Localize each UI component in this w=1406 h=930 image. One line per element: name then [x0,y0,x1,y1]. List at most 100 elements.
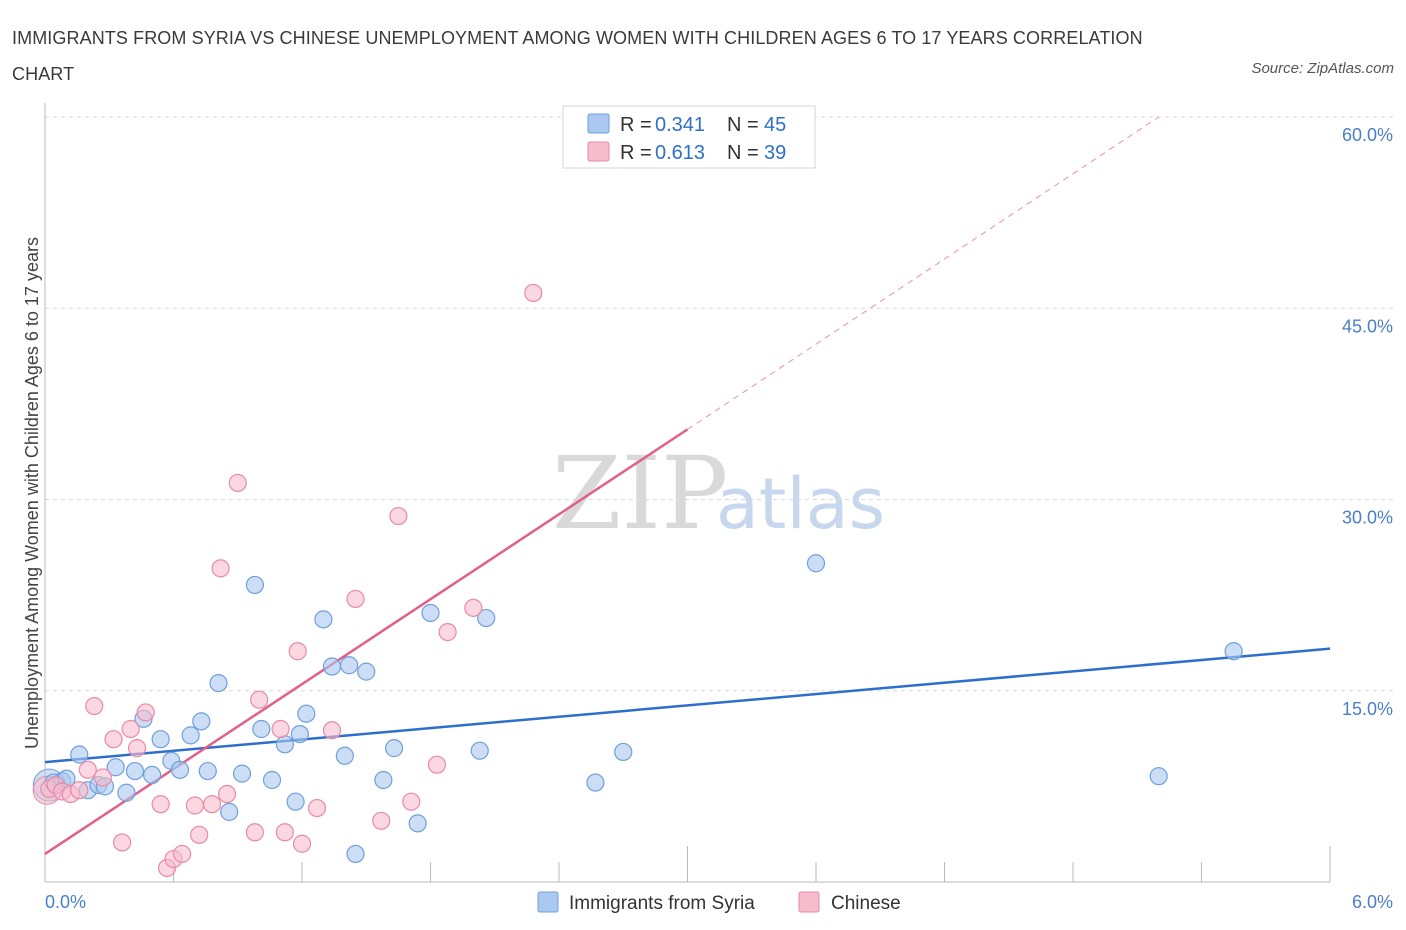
chinese-point [389,506,408,526]
stats-legend: R = 0.341 N = 45 R = 0.613 N = 39 [562,105,816,169]
chinese-point [464,598,483,617]
chinese-point [322,721,342,740]
chinese-r-value: 0.613 [655,142,705,164]
chinese-point [127,739,147,758]
chinese-point [228,473,247,493]
syria-point [384,739,404,758]
chinese-point [136,703,155,722]
syria-point [340,656,359,675]
syria-point [275,735,294,754]
chinese-point [78,760,97,779]
syria-n-value: 45 [764,114,786,136]
chinese-point [172,844,192,864]
chinese-point [307,798,327,818]
chinese-point [288,642,307,661]
chinese-n-label: N = [727,142,759,164]
syria-point [806,554,826,573]
source-credit: Source: ZipAtlas.com [1251,60,1394,77]
syria-swatch [587,113,610,134]
chinese-point [250,690,269,709]
chinese-point [112,833,132,852]
legend-chinese-label: Chinese [831,893,901,914]
chinese-point [271,719,290,739]
syria-r-label: R = [620,114,652,136]
chinese-point [346,589,365,609]
syria-point [586,773,605,792]
x-tick-label: 6.0% [1352,892,1393,912]
chinese-point [245,823,264,842]
chinese-point [104,730,123,749]
syria-point [335,746,354,765]
syria-point [408,814,427,833]
syria-point [290,724,309,744]
chart-title: IMMIGRANTS FROM SYRIA VS CHINESE UNEMPLO… [12,28,1143,84]
syria-point [262,770,282,790]
syria-point [209,673,228,693]
legend-syria-swatch [537,891,559,913]
chinese-point [93,768,112,787]
syria-point [1149,767,1168,786]
syria-point [286,792,305,811]
chinese-point [202,795,222,814]
syria-point [232,764,252,783]
chinese-point [438,622,457,642]
y-tick-label: 45.0% [1342,316,1393,336]
syria-point [297,704,316,723]
syria-trend-line [44,647,1331,764]
chinese-point [275,823,294,842]
syria-point [220,802,239,821]
syria-point [198,761,217,781]
syria-point [170,760,190,779]
syria-point [314,610,333,629]
syria-point [181,726,200,745]
syria-r-value: 0.341 [655,114,705,136]
legend-syria-label: Immigrants from Syria [569,893,755,914]
watermark-zip: ZIP [552,435,728,552]
syria-point [106,758,125,777]
syria-point [125,761,145,781]
syria-point [614,742,633,762]
chinese-point [121,719,140,739]
chinese-point [217,784,237,804]
axes: 15.0% 30.0% 45.0% 60.0% 0.0% 6.0% [44,103,1393,912]
syria-point [470,741,489,760]
chinese-point [402,792,421,811]
syria-point [245,575,264,595]
chinese-n-value: 39 [764,142,786,164]
chinese-point [292,834,312,853]
syria-point [1224,642,1243,661]
series-legend: Immigrants from Syria Chinese [537,891,901,914]
syria-point [421,603,440,623]
y-axis-label: Unemployment Among Women with Children A… [22,237,42,749]
y-tick-label: 30.0% [1342,508,1393,528]
chinese-point [70,781,89,800]
syria-point [192,712,211,731]
chinese-point [151,795,170,814]
syria-point [142,765,162,785]
x-tick-label: 0.0% [45,892,86,912]
chinese-point [524,283,543,303]
chinese-point [85,696,104,716]
syria-point [252,719,271,739]
syria-point [151,730,170,749]
syria-point [357,662,376,681]
syria-point [477,608,496,628]
syria-point [346,844,365,864]
syria-point [70,745,89,764]
chinese-swatch [587,141,610,162]
chinese-point [185,796,205,815]
syria-point [322,657,342,676]
chinese-r-label: R = [620,142,652,164]
syria-point [374,770,393,790]
chinese-point [211,559,230,578]
chinese-point [427,755,447,774]
data-points [32,283,1243,878]
legend-chinese-swatch [798,891,820,913]
y-tick-label: 60.0% [1342,125,1393,145]
grid [45,116,1393,692]
syria-n-label: N = [727,114,759,136]
chinese-point [372,811,391,830]
watermark-atlas: atlas [716,463,885,545]
y-tick-label: 15.0% [1342,699,1393,719]
